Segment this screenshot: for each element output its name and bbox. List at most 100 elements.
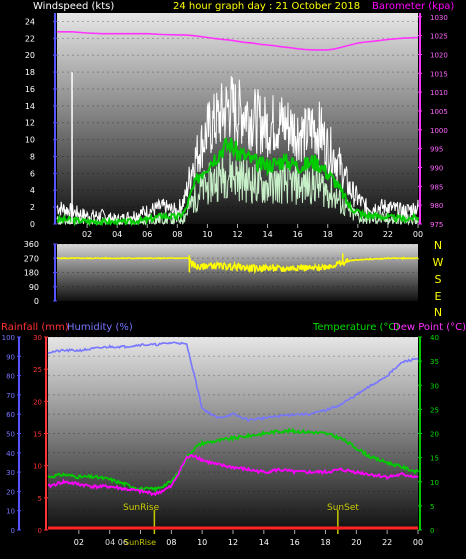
- climate-xtick-label: 02: [74, 538, 84, 547]
- dewpoint-legend: Dew Point (°C): [393, 322, 466, 333]
- wind-average-series: [56, 137, 419, 227]
- wind-xtick-label: 00: [413, 230, 423, 239]
- temperature-series: [47, 427, 419, 493]
- wind-xtick-label: 08: [172, 230, 182, 239]
- wind-xtick-label: 12: [232, 230, 242, 239]
- wind-axis-label: Windspeed (kts): [33, 1, 114, 12]
- sunset-label: SunSet: [327, 503, 359, 513]
- direction-chart: 0 90 180 270 360: [24, 240, 419, 306]
- temp-ytick-label: 5: [430, 503, 434, 511]
- wind-ytick-label: 16: [25, 85, 35, 94]
- temperature-legend: Temperature (°C): [312, 322, 399, 333]
- wind-xtick-label: 22: [383, 230, 393, 239]
- temp-ytick-label: 25: [430, 406, 439, 414]
- wind-ytick-label: 18: [25, 68, 35, 77]
- temp-ytick-label: 15: [430, 455, 439, 463]
- temp-ytick-label: 30: [430, 382, 439, 390]
- direction-ytick-label: 270: [24, 254, 39, 263]
- rain-ytick-label: 0: [38, 527, 42, 535]
- humidity-ytick-label: 40: [6, 450, 15, 458]
- rainfall-legend: Rainfall (mm): [1, 322, 69, 333]
- temp-ytick-label: 20: [430, 431, 439, 439]
- bottom-mixed-label: 04 06: [105, 538, 128, 547]
- wind-xtick-label: 14: [262, 230, 272, 239]
- wind-xtick-label: 10: [202, 230, 212, 239]
- climate-xtick-label: 14: [259, 538, 269, 547]
- humidity-legend: Humidity (%): [67, 322, 133, 333]
- baro-ytick-label: 1015: [430, 70, 448, 78]
- wind-ytick-label: 8: [30, 152, 35, 161]
- climate-xtick-label: 00: [413, 538, 423, 547]
- direction-letter-n-top: N: [434, 239, 442, 252]
- climate-chart: 0 10 20 30 40 50 60 70 80 90 100 0 5 10 15 20 25 30 0 5 10 15…: [2, 334, 439, 547]
- wind-xtick-label: 04: [112, 230, 122, 239]
- rain-ytick-label: 30: [33, 334, 42, 342]
- direction-ytick-label: 90: [29, 283, 39, 292]
- direction-series: [56, 256, 419, 275]
- baro-ytick-label: 990: [430, 164, 443, 172]
- baro-ytick-label: 1020: [430, 51, 448, 59]
- baro-ytick-label: 1010: [430, 89, 448, 97]
- baro-ytick-label: 980: [430, 202, 443, 210]
- humidity-ytick-label: 100: [2, 334, 15, 342]
- temp-ytick-label: 35: [430, 358, 439, 366]
- rain-ytick-label: 20: [33, 398, 42, 406]
- rain-ytick-label: 15: [33, 431, 42, 439]
- humidity-ytick-label: 20: [6, 488, 15, 496]
- direction-letter-e: E: [435, 290, 442, 303]
- direction-letter-n-bottom: N: [434, 306, 442, 319]
- wind-ytick-label: 24: [25, 17, 35, 26]
- climate-xtick-label: 08: [166, 538, 176, 547]
- direction-ytick-label: 180: [24, 269, 39, 278]
- climate-xtick-label: 18: [320, 538, 330, 547]
- temp-ytick-label: 40: [430, 334, 439, 342]
- wind-ytick-label: 2: [30, 203, 35, 212]
- direction-ytick-label: 0: [34, 297, 39, 306]
- direction-letter-w: W: [433, 256, 444, 269]
- humidity-ytick-label: 90: [6, 353, 15, 361]
- wind-xtick-label: 20: [353, 230, 363, 239]
- climate-panel: [48, 337, 418, 530]
- wind-ytick-label: 10: [25, 136, 35, 145]
- wind-ytick-label: 4: [30, 186, 35, 195]
- wind-xtick-label: 18: [323, 230, 333, 239]
- wind-chart: 0246810121416182022249759809859909951000…: [25, 13, 448, 239]
- wind-ytick-label: 0: [30, 220, 35, 229]
- direction-letter-s: S: [435, 273, 442, 286]
- barometer-series: [57, 31, 419, 51]
- climate-xtick-label: 16: [290, 538, 300, 547]
- direction-panel: [57, 244, 418, 301]
- wind-ytick-label: 22: [25, 34, 35, 43]
- wind-xtick-label: 16: [293, 230, 303, 239]
- climate-xtick-label: 10: [197, 538, 207, 547]
- direction-ytick-label: 360: [24, 240, 39, 249]
- climate-xtick-label: 20: [351, 538, 361, 547]
- climate-xtick-label: 12: [228, 538, 238, 547]
- humidity-ytick-label: 10: [6, 508, 15, 516]
- baro-ytick-label: 1000: [430, 127, 448, 135]
- humidity-ytick-label: 70: [6, 392, 15, 400]
- humidity-ytick-label: 0: [11, 527, 15, 535]
- wind-ytick-label: 20: [25, 51, 35, 60]
- rain-ytick-label: 25: [33, 366, 42, 374]
- humidity-series: [47, 341, 419, 422]
- wind-ytick-label: 6: [30, 169, 35, 178]
- wind-ytick-label: 12: [25, 119, 35, 128]
- humidity-ytick-label: 60: [6, 411, 15, 419]
- wind-xtick-label: 02: [82, 230, 92, 239]
- baro-ytick-label: 985: [430, 183, 443, 191]
- dewpoint-series: [47, 454, 419, 497]
- humidity-ytick-label: 30: [6, 469, 15, 477]
- wind-ytick-label: 14: [25, 102, 35, 111]
- rain-ytick-label: 10: [33, 463, 42, 471]
- barometer-axis-label: Barometer (kpa): [372, 1, 454, 12]
- humidity-ytick-label: 80: [6, 373, 15, 381]
- graph-title: 24 hour graph day : 21 October 2018: [173, 1, 360, 12]
- humidity-ytick-label: 50: [6, 431, 15, 439]
- baro-ytick-label: 995: [430, 146, 443, 154]
- temp-ytick-label: 0: [430, 527, 434, 535]
- baro-ytick-label: 1030: [430, 14, 448, 22]
- rain-ytick-label: 5: [38, 495, 42, 503]
